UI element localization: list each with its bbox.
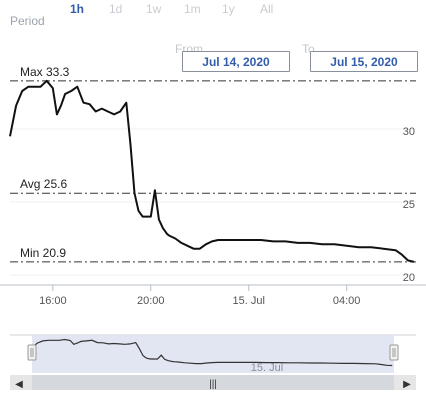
scroll-right-arrow-icon[interactable]: ▶ xyxy=(403,379,411,390)
y-tick-label: 30 xyxy=(403,126,415,138)
x-tick-label: 04:00 xyxy=(333,295,361,307)
scroll-left-arrow-icon[interactable]: ◀ xyxy=(15,379,23,390)
from-date-input[interactable]: Jul 14, 2020 xyxy=(182,51,290,72)
navigator-selection xyxy=(32,335,394,373)
handle-body xyxy=(27,344,37,361)
tab-1m[interactable]: 1m xyxy=(184,2,201,16)
plot-line-label: Avg 25.6 xyxy=(20,177,67,191)
plot-line-label: Min 20.9 xyxy=(20,246,66,260)
navigator-x-tick-label: 15. Jul xyxy=(251,362,283,374)
tab-1w[interactable]: 1w xyxy=(146,2,162,16)
tab-1d[interactable]: 1d xyxy=(109,2,123,16)
navigator-right-handle[interactable] xyxy=(389,344,399,361)
tab-1y[interactable]: 1y xyxy=(222,2,235,16)
y-tick-label: 20 xyxy=(403,272,415,284)
tab-all[interactable]: All xyxy=(260,2,274,16)
x-tick-label: 16:00 xyxy=(39,295,67,307)
x-tick-label: 20:00 xyxy=(137,295,165,307)
series-line xyxy=(9,79,415,263)
period-tabs: 1h 1d 1w 1m 1y All xyxy=(0,2,300,20)
x-tick-label: 15. Jul xyxy=(233,295,265,307)
to-date-input[interactable]: Jul 15, 2020 xyxy=(310,51,418,72)
navigator-left-handle[interactable] xyxy=(27,344,37,361)
period-label: Period xyxy=(10,14,45,28)
navigator-series-line xyxy=(31,338,393,367)
scrollbar-thumb[interactable] xyxy=(32,375,394,390)
handle-body xyxy=(389,344,399,361)
plot-line-label: Max 33.3 xyxy=(20,65,70,79)
y-tick-label: 25 xyxy=(403,199,415,211)
scrollbar-grip-icon: ||| xyxy=(209,379,217,390)
tab-1h[interactable]: 1h xyxy=(70,2,85,16)
